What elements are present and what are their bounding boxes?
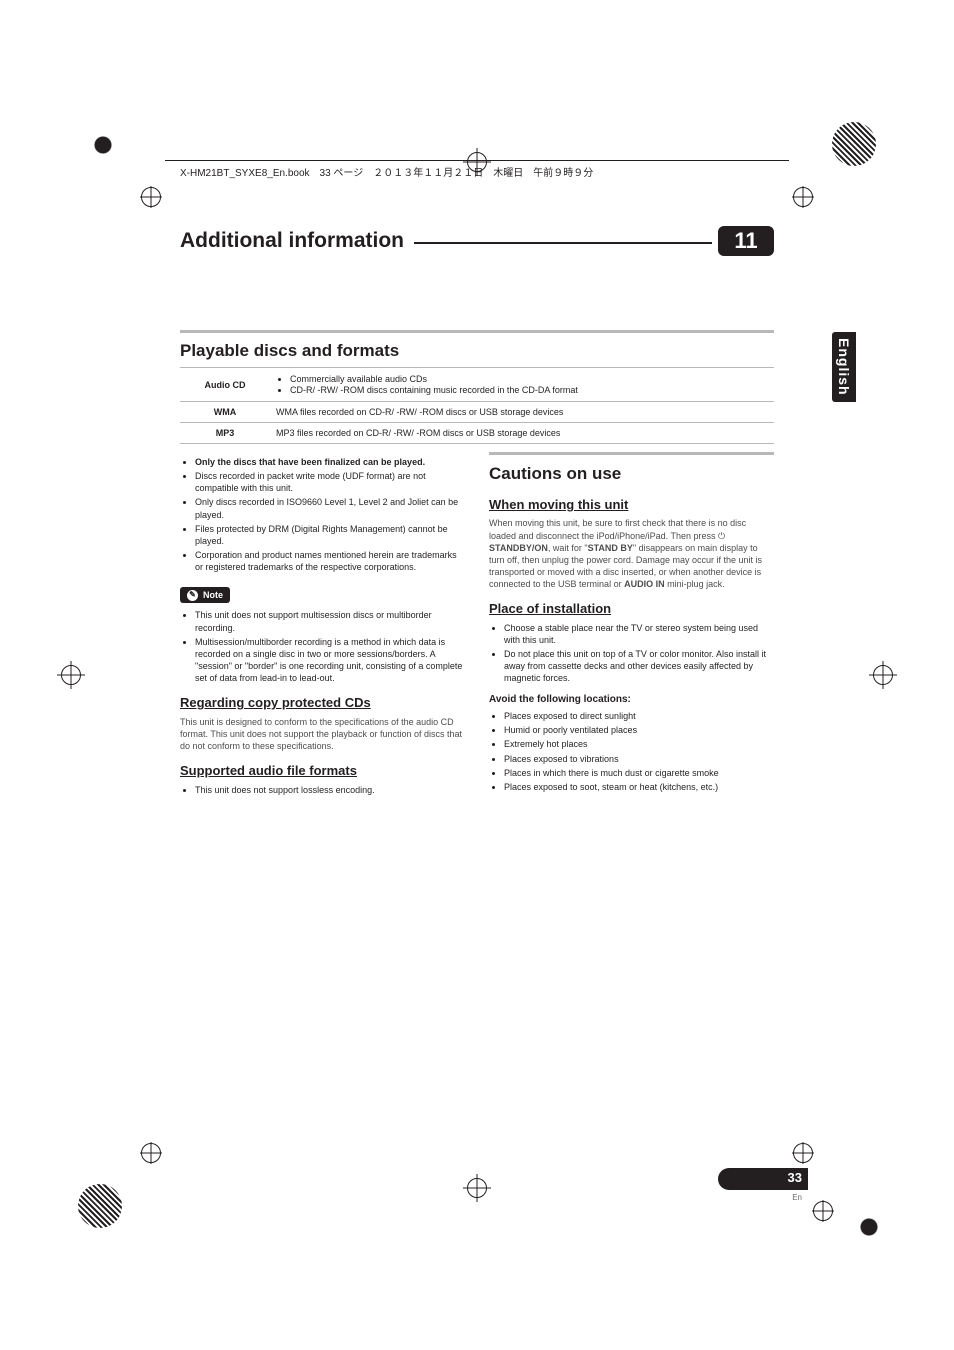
page: X-HM21BT_SYXE8_En.book 33 ページ ２０１３年１１月２１… [0, 0, 954, 1350]
moving-paragraph: When moving this unit, be sure to first … [489, 517, 774, 590]
section-title-cautions: Cautions on use [489, 463, 774, 486]
crop-mark-icon [832, 122, 876, 166]
list-item: CD-R/ -RW/ -ROM discs containing music r… [290, 385, 768, 395]
chapter-bar: Additional information 11 [180, 226, 774, 256]
crop-mark-icon [80, 122, 126, 168]
list-item: Commercially available audio CDs [290, 374, 768, 384]
table-row: WMA WMA files recorded on CD-R/ -RW/ -RO… [180, 402, 774, 423]
right-column: Cautions on use When moving this unit Wh… [489, 452, 774, 804]
table-key: MP3 [180, 423, 270, 444]
list-item: Discs recorded in packet write mode (UDF… [195, 470, 465, 494]
h3-place: Place of installation [489, 600, 774, 618]
formats-bullets: This unit does not support lossless enco… [180, 784, 465, 796]
section-rule [180, 330, 774, 333]
list-item: Only the discs that have been finalized … [195, 456, 465, 468]
list-item: Only discs recorded in ISO9660 Level 1, … [195, 496, 465, 520]
section-rule [489, 452, 774, 455]
columns: Only the discs that have been finalized … [180, 452, 774, 804]
note-chip: ✎ Note [180, 587, 230, 603]
playable-bullets: Only the discs that have been finalized … [180, 456, 465, 573]
copy-paragraph: This unit is designed to conform to the … [180, 716, 465, 752]
chapter-number: 11 [718, 226, 774, 256]
register-mark-icon [812, 1200, 834, 1222]
language-tab: English [832, 332, 856, 402]
section-title-playable: Playable discs and formats [180, 341, 774, 361]
h3-formats: Supported audio file formats [180, 762, 465, 780]
table-row: Audio CD Commercially available audio CD… [180, 368, 774, 402]
list-item: Files protected by DRM (Digital Rights M… [195, 523, 465, 547]
place-bullets: Choose a stable place near the TV or ste… [489, 622, 774, 685]
bold-text: Only the discs that have been finalized … [195, 457, 425, 467]
list-item: Places exposed to soot, steam or heat (k… [504, 781, 774, 793]
list-item: Extremely hot places [504, 738, 774, 750]
page-number-pill: 33 [718, 1168, 808, 1190]
list-item: Multisession/multiborder recording is a … [195, 636, 465, 685]
register-mark-icon [792, 1142, 814, 1164]
list-item: Places exposed to vibrations [504, 753, 774, 765]
chapter-title: Additional information [180, 229, 404, 253]
avoid-title: Avoid the following locations: [489, 693, 774, 707]
list-item: Places in which there is much dust or ci… [504, 767, 774, 779]
table-key: Audio CD [180, 368, 270, 402]
bold-text: AUDIO IN [624, 579, 665, 589]
list-item: Choose a stable place near the TV or ste… [504, 622, 774, 646]
left-column: Only the discs that have been finalized … [180, 452, 465, 804]
h3-moving: When moving this unit [489, 496, 774, 514]
page-number: 33 [788, 1170, 802, 1185]
register-mark-icon [140, 1142, 162, 1164]
crop-mark-icon [846, 1204, 892, 1250]
avoid-bullets: Places exposed to direct sunlight Humid … [489, 710, 774, 793]
power-icon: ⏻ [718, 531, 725, 541]
bold-text: STANDBY/ON [489, 543, 548, 553]
text: , wait for " [548, 543, 588, 553]
register-mark-icon [463, 1174, 491, 1202]
content: Playable discs and formats Audio CD Comm… [180, 330, 774, 804]
list-item: Do not place this unit on top of a TV or… [504, 648, 774, 684]
table-val: Commercially available audio CDs CD-R/ -… [270, 368, 774, 402]
table-val: WMA files recorded on CD-R/ -RW/ -ROM di… [270, 402, 774, 423]
list-item: Corporation and product names mentioned … [195, 549, 465, 573]
register-mark-icon [57, 661, 85, 689]
register-mark-icon [792, 186, 814, 208]
text: When moving this unit, be sure to first … [489, 518, 746, 540]
h3-copy: Regarding copy protected CDs [180, 694, 465, 712]
text: mini-plug jack. [665, 579, 725, 589]
table-key: WMA [180, 402, 270, 423]
crop-mark-icon [78, 1184, 122, 1228]
register-mark-icon [140, 186, 162, 208]
chapter-rule [414, 242, 712, 245]
list-item: This unit does not support multisession … [195, 609, 465, 633]
table-row: MP3 MP3 files recorded on CD-R/ -RW/ -RO… [180, 423, 774, 444]
note-label: Note [203, 589, 223, 601]
register-mark-icon [869, 661, 897, 689]
list-item: Humid or poorly ventilated places [504, 724, 774, 736]
list-item: Places exposed to direct sunlight [504, 710, 774, 722]
formats-table: Audio CD Commercially available audio CD… [180, 367, 774, 444]
bold-text: STAND BY [588, 543, 633, 553]
page-lang: En [792, 1193, 802, 1202]
table-val: MP3 files recorded on CD-R/ -RW/ -ROM di… [270, 423, 774, 444]
header-note: X-HM21BT_SYXE8_En.book 33 ページ ２０１３年１１月２１… [180, 164, 593, 179]
note-bullets: This unit does not support multisession … [180, 609, 465, 684]
note-icon: ✎ [187, 590, 198, 601]
register-mark-icon [463, 148, 491, 176]
list-item: This unit does not support lossless enco… [195, 784, 465, 796]
